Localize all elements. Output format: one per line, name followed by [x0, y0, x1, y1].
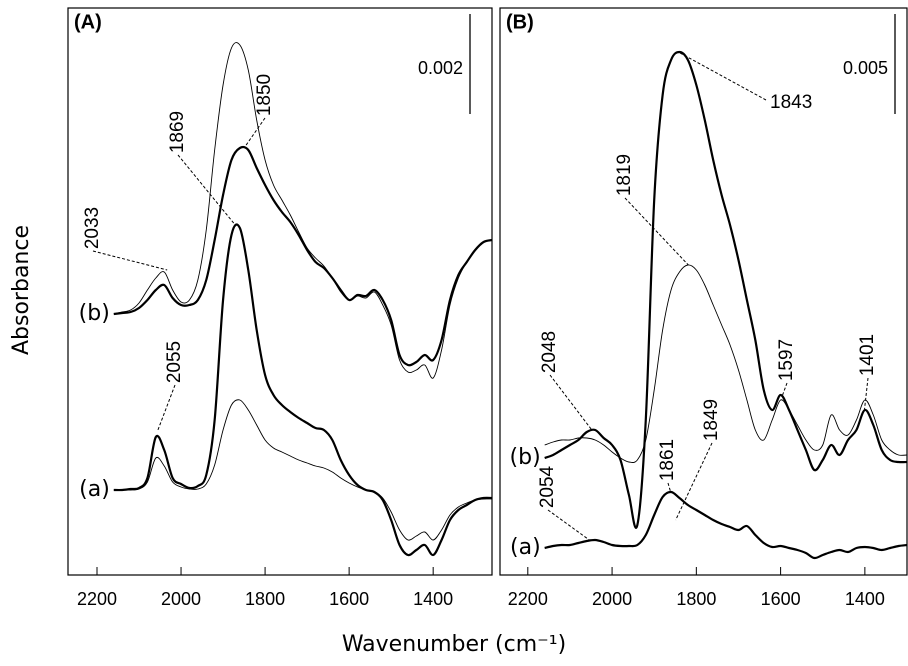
x-tick-label: 1600 [761, 589, 801, 609]
leader-line [177, 154, 237, 227]
x-tick-label: 1400 [413, 589, 453, 609]
peak-label: 1869 [167, 111, 188, 153]
x-tick-label: 1800 [245, 589, 285, 609]
x-tick-label: 2000 [592, 589, 632, 609]
panel-title: (B) [506, 11, 534, 33]
spectrum-line [113, 223, 492, 557]
panel-title: (A) [74, 11, 102, 33]
spectrum-line [113, 42, 492, 379]
peak-label: 1597 [776, 339, 797, 381]
spectrum-line [544, 50, 907, 529]
peak-label: 2033 [82, 207, 103, 249]
series-label: (a) [510, 535, 541, 560]
scale-bar-label: 0.005 [843, 58, 888, 78]
leader-line [549, 374, 593, 431]
x-tick-label: 1600 [329, 589, 369, 609]
x-tick-label: 1800 [676, 589, 716, 609]
leader-line [624, 197, 689, 266]
peak-label: 1819 [614, 154, 635, 196]
series-label: (b) [510, 445, 541, 470]
spectrum-line [113, 399, 492, 541]
scale-bar-label: 0.002 [418, 58, 463, 78]
plot-frame [499, 7, 908, 576]
plot-frame [67, 7, 493, 576]
peak-label: 2048 [539, 331, 560, 373]
series-label: (a) [79, 477, 110, 502]
y-axis-title: Absorbance [9, 225, 34, 355]
x-tick-label: 1400 [845, 589, 885, 609]
spectrum-line [113, 145, 492, 367]
peak-label: 1401 [857, 334, 878, 376]
leader-line [677, 51, 767, 101]
peak-label: 1861 [657, 439, 678, 481]
leader-line [547, 509, 590, 541]
leader-line [157, 384, 176, 431]
spectrum-line [544, 264, 907, 463]
x-axis-title: Wavenumber (cm⁻¹) [342, 632, 566, 657]
leader-line [781, 382, 788, 398]
peak-label: 2055 [164, 341, 185, 383]
leader-line [863, 377, 869, 411]
leader-line [675, 442, 713, 521]
leader-line [243, 117, 266, 149]
peak-label: 1843 [770, 92, 812, 113]
peak-label: 1850 [254, 74, 275, 116]
peak-label: 2054 [537, 465, 558, 508]
x-tick-label: 2200 [77, 589, 117, 609]
leader-line [92, 250, 168, 271]
leader-line [667, 482, 672, 493]
peak-label: 1849 [701, 399, 722, 441]
x-tick-label: 2200 [508, 589, 548, 609]
x-tick-label: 2000 [161, 589, 201, 609]
spectrum-line [544, 490, 907, 560]
series-label: (b) [79, 301, 110, 326]
